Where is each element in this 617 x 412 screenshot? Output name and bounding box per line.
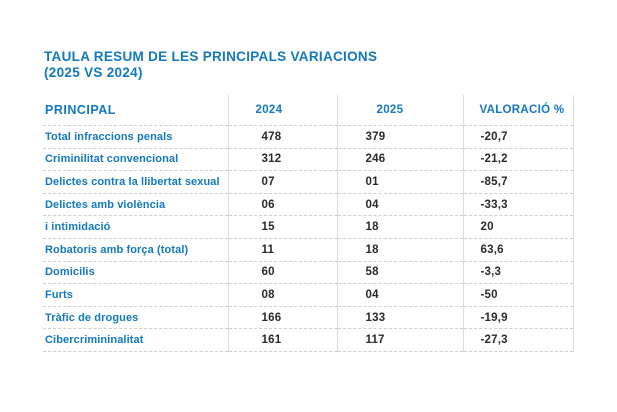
table-row: Tràfic de drogues 166 133 -19,9	[43, 306, 574, 330]
value-valoracio: -27,3	[462, 328, 574, 352]
table-row: Delictes amb violència 06 04 -33,3	[43, 193, 574, 217]
value-valoracio: -3,3	[462, 261, 574, 285]
page-title: TAULA RESUM DE LES PRINCIPALS VARIACIONS…	[44, 49, 464, 81]
value-2025: 133	[336, 306, 463, 330]
row-label: Delictes contra la llibertat sexual	[43, 170, 228, 194]
table-row: Robatoris amb força (total) 11 18 63,6	[43, 238, 574, 262]
row-label: Cibercrimininalitat	[43, 328, 228, 352]
value-2024: 07	[227, 170, 337, 194]
table-header-row: PRINCIPAL 2024 2025 VALORACIÓ %	[43, 95, 574, 126]
value-2024: 08	[227, 283, 337, 307]
value-2024: 11	[227, 238, 337, 262]
value-2025: 04	[336, 283, 463, 307]
variations-summary-table: PRINCIPAL 2024 2025 VALORACIÓ % Total in…	[43, 95, 574, 352]
value-2024: 312	[227, 148, 337, 172]
value-valoracio: -20,7	[462, 125, 574, 149]
value-valoracio: -33,3	[462, 193, 574, 217]
row-label: Criminilitat convencional	[43, 148, 228, 172]
value-2025: 246	[336, 148, 463, 172]
table-row: Total infraccions penals 478 379 -20,7	[43, 125, 574, 149]
value-valoracio: -50	[462, 283, 574, 307]
value-2024: 166	[227, 306, 337, 330]
column-header-principal: PRINCIPAL	[43, 95, 228, 126]
value-valoracio: -19,9	[462, 306, 574, 330]
row-label: Delictes amb violència	[43, 193, 228, 217]
value-2025: 04	[336, 193, 463, 217]
row-label: i intimidació	[43, 215, 228, 239]
column-header-2025: 2025	[336, 95, 463, 126]
row-label: Total infraccions penals	[43, 125, 228, 149]
page-title-line2: (2025 VS 2024)	[44, 65, 143, 80]
value-2025: 18	[336, 238, 463, 262]
table-row: Cibercrimininalitat 161 117 -27,3	[43, 328, 574, 352]
value-2024: 161	[227, 328, 337, 352]
value-2024: 60	[227, 261, 337, 285]
table-row: i intimidació 15 18 20	[43, 215, 574, 239]
value-2024: 478	[227, 125, 337, 149]
value-valoracio: -85,7	[462, 170, 574, 194]
page-title-line1: TAULA RESUM DE LES PRINCIPALS VARIACIONS	[44, 49, 378, 64]
value-2025: 379	[336, 125, 463, 149]
value-2024: 06	[227, 193, 337, 217]
value-2025: 18	[336, 215, 463, 239]
value-2025: 117	[336, 328, 463, 352]
table-row: Furts 08 04 -50	[43, 283, 574, 307]
value-valoracio: -21,2	[462, 148, 574, 172]
row-label: Furts	[43, 283, 228, 307]
row-label: Domicilis	[43, 261, 228, 285]
column-header-2024: 2024	[227, 95, 337, 126]
value-valoracio: 20	[462, 215, 574, 239]
column-header-valoracio: VALORACIÓ %	[462, 95, 574, 126]
value-2024: 15	[227, 215, 337, 239]
row-label: Tràfic de drogues	[43, 306, 228, 330]
value-2025: 01	[336, 170, 463, 194]
row-label: Robatoris amb força (total)	[43, 238, 228, 262]
value-2025: 58	[336, 261, 463, 285]
table-row: Domicilis 60 58 -3,3	[43, 261, 574, 285]
value-valoracio: 63,6	[462, 238, 574, 262]
table-row: Criminilitat convencional 312 246 -21,2	[43, 148, 574, 172]
table-row: Delictes contra la llibertat sexual 07 0…	[43, 170, 574, 194]
